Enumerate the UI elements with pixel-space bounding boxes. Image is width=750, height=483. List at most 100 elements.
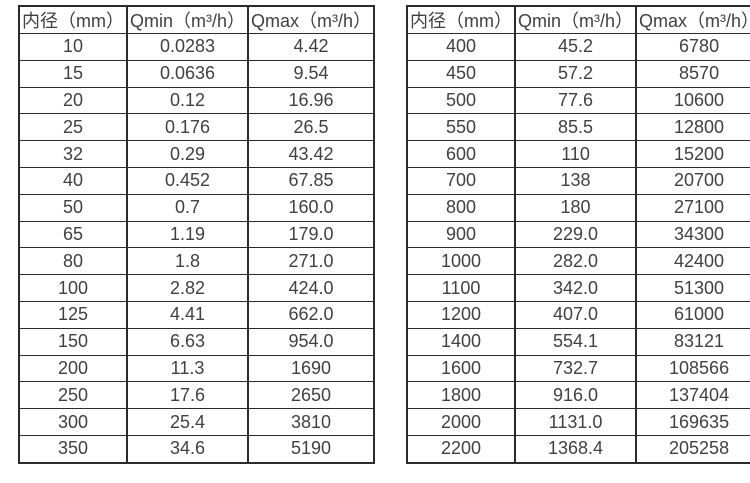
cell-qmax: 9.54 [247,59,376,88]
cell-diameter: 550 [406,113,517,142]
cell-diameter: 900 [406,220,517,249]
table-row: 100 2.82 424.0 [18,274,376,302]
table-row: 400 45.2 6780 [406,33,750,61]
cell-qmin: 0.29 [125,140,250,168]
cell-qmax: 169635 [635,408,750,436]
cell-qmin: 229.0 [514,220,638,249]
cell-diameter: 300 [18,408,128,436]
cell-qmax: 51300 [635,274,750,302]
cell-qmax: 6780 [635,33,750,61]
cell-qmax: 61000 [635,300,750,329]
table-row: 250 17.6 2650 [18,381,376,410]
cell-qmin: 4.41 [125,300,250,329]
cell-qmin: 0.0636 [125,59,250,88]
cell-qmax: 10600 [635,86,750,115]
cell-qmin: 342.0 [514,274,638,302]
header-diameter: 内径（mm） [406,5,517,34]
cell-qmin: 85.5 [514,113,638,142]
flow-table-large-diameters: 内径（mm） Qmin（m³/h） Qmax（m³/h） 400 45.2 6780 450… [406,5,750,464]
table-row: 1000 282.0 42400 [406,247,750,276]
cell-qmin: 0.7 [125,193,250,222]
table-row: 1100 342.0 51300 [406,274,750,302]
table-row: 450 57.2 8570 [406,59,750,88]
cell-diameter: 500 [406,86,517,115]
table-row: 15 0.0636 9.54 [18,59,376,88]
cell-qmax: 160.0 [247,193,376,222]
header-diameter: 内径（mm） [18,5,128,34]
cell-diameter: 20 [18,86,128,115]
cell-diameter: 250 [18,381,128,410]
table-row: 800 180 27100 [406,193,750,222]
cell-qmax: 15200 [635,140,750,168]
cell-diameter: 32 [18,140,128,168]
cell-qmin: 1.8 [125,247,250,276]
cell-qmin: 0.176 [125,113,250,142]
cell-qmax: 83121 [635,327,750,356]
cell-diameter: 40 [18,166,128,195]
cell-qmin: 916.0 [514,381,638,410]
table-row: 40 0.452 67.85 [18,166,376,195]
table-row: 50 0.7 160.0 [18,193,376,222]
table-row: 300 25.4 3810 [18,408,376,436]
table-row: 350 34.6 5190 [18,434,376,464]
cell-diameter: 1600 [406,354,517,383]
cell-diameter: 350 [18,434,128,464]
cell-diameter: 800 [406,193,517,222]
cell-qmax: 43.42 [247,140,376,168]
cell-diameter: 10 [18,33,128,61]
table-row: 500 77.6 10600 [406,86,750,115]
table-row: 2000 1131.0 169635 [406,408,750,436]
cell-qmax: 16.96 [247,86,376,115]
cell-qmin: 282.0 [514,247,638,276]
cell-diameter: 150 [18,327,128,356]
cell-qmax: 271.0 [247,247,376,276]
header-row: 内径（mm） Qmin（m³/h） Qmax（m³/h） [18,5,376,34]
cell-qmax: 12800 [635,113,750,142]
cell-qmin: 57.2 [514,59,638,88]
cell-diameter: 25 [18,113,128,142]
cell-qmin: 25.4 [125,408,250,436]
cell-qmax: 179.0 [247,220,376,249]
cell-qmax: 26.5 [247,113,376,142]
table-row: 2200 1368.4 205258 [406,434,750,464]
cell-diameter: 600 [406,140,517,168]
cell-diameter: 1400 [406,327,517,356]
cell-diameter: 1200 [406,300,517,329]
table-row: 65 1.19 179.0 [18,220,376,249]
cell-qmax: 137404 [635,381,750,410]
header-row: 内径（mm） Qmin（m³/h） Qmax（m³/h） [406,5,750,34]
cell-qmin: 0.0283 [125,33,250,61]
header-qmax: Qmax（m³/h） [247,5,376,34]
cell-diameter: 1000 [406,247,517,276]
cell-qmax: 205258 [635,434,750,464]
cell-qmin: 732.7 [514,354,638,383]
cell-qmax: 67.85 [247,166,376,195]
cell-qmin: 11.3 [125,354,250,383]
table-row: 80 1.8 271.0 [18,247,376,276]
cell-diameter: 700 [406,166,517,195]
cell-qmin: 17.6 [125,381,250,410]
cell-qmin: 138 [514,166,638,195]
cell-qmax: 108566 [635,354,750,383]
cell-diameter: 200 [18,354,128,383]
cell-qmin: 180 [514,193,638,222]
cell-qmax: 662.0 [247,300,376,329]
cell-qmin: 6.63 [125,327,250,356]
cell-qmin: 34.6 [125,434,250,464]
cell-qmin: 110 [514,140,638,168]
cell-qmin: 77.6 [514,86,638,115]
cell-qmin: 407.0 [514,300,638,329]
cell-diameter: 125 [18,300,128,329]
cell-qmin: 1.19 [125,220,250,249]
cell-diameter: 50 [18,193,128,222]
flow-table-small-diameters: 内径（mm） Qmin（m³/h） Qmax（m³/h） 10 0.0283 4.42 15… [18,5,376,464]
cell-qmin: 1131.0 [514,408,638,436]
header-qmin: Qmin（m³/h） [125,5,250,34]
cell-qmin: 554.1 [514,327,638,356]
cell-diameter: 2200 [406,434,517,464]
table-row: 20 0.12 16.96 [18,86,376,115]
cell-qmax: 4.42 [247,33,376,61]
table-row: 1200 407.0 61000 [406,300,750,329]
table-row: 550 85.5 12800 [406,113,750,142]
cell-qmin: 45.2 [514,33,638,61]
